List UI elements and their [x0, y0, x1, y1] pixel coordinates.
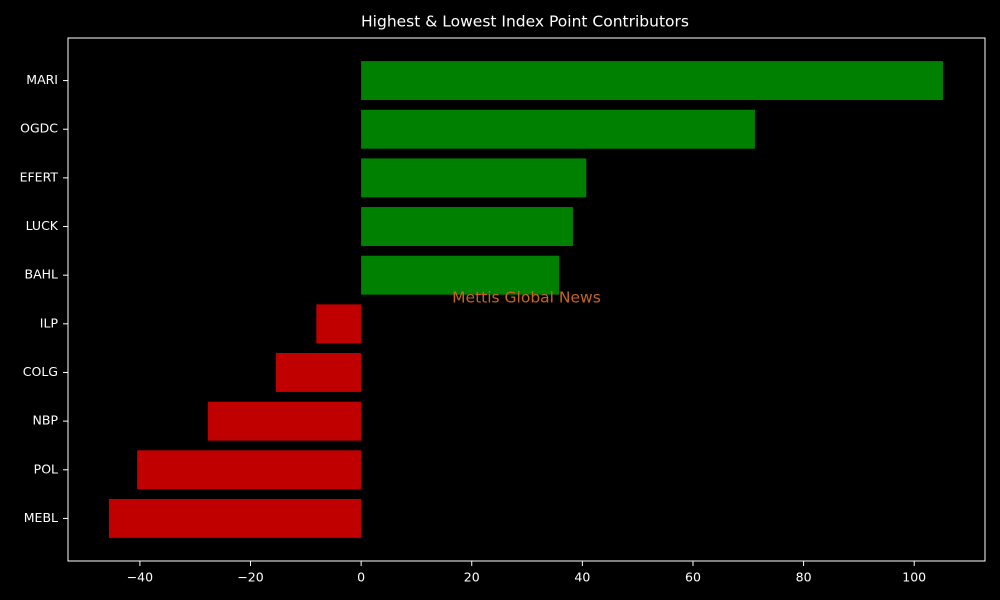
bar	[361, 109, 755, 149]
x-tick-label: 40	[574, 570, 590, 585]
bar	[275, 353, 362, 392]
y-tick-label: EFERT	[20, 169, 59, 184]
y-tick-label: COLG	[23, 364, 58, 379]
bar	[361, 255, 560, 295]
y-tick-label: MARI	[26, 72, 58, 87]
y-tick-label: BAHL	[25, 267, 59, 282]
y-tick-label: MEBL	[24, 510, 58, 525]
watermark: Mettis Global News	[452, 289, 601, 307]
x-tick-label: 0	[357, 570, 365, 585]
x-tick-label: 60	[685, 570, 701, 585]
x-tick-label: 20	[464, 570, 480, 585]
bar	[108, 498, 362, 538]
chart-title: Highest & Lowest Index Point Contributor…	[361, 13, 689, 31]
bar	[316, 304, 362, 344]
x-tick-label: −20	[237, 570, 263, 585]
bar	[207, 401, 362, 441]
bar	[137, 450, 362, 490]
x-tick-label: −40	[127, 570, 153, 585]
y-tick-label: ILP	[40, 315, 59, 330]
x-tick-label: 100	[902, 570, 926, 585]
bar	[361, 158, 587, 198]
y-tick-label: LUCK	[26, 218, 59, 233]
x-tick-label: 80	[796, 570, 812, 585]
bar	[361, 207, 573, 246]
y-tick-label: OGDC	[20, 121, 58, 136]
plot-frame	[67, 37, 986, 562]
y-tick-label: NBP	[33, 413, 59, 428]
bar	[361, 61, 943, 101]
y-tick-label: POL	[34, 461, 58, 476]
